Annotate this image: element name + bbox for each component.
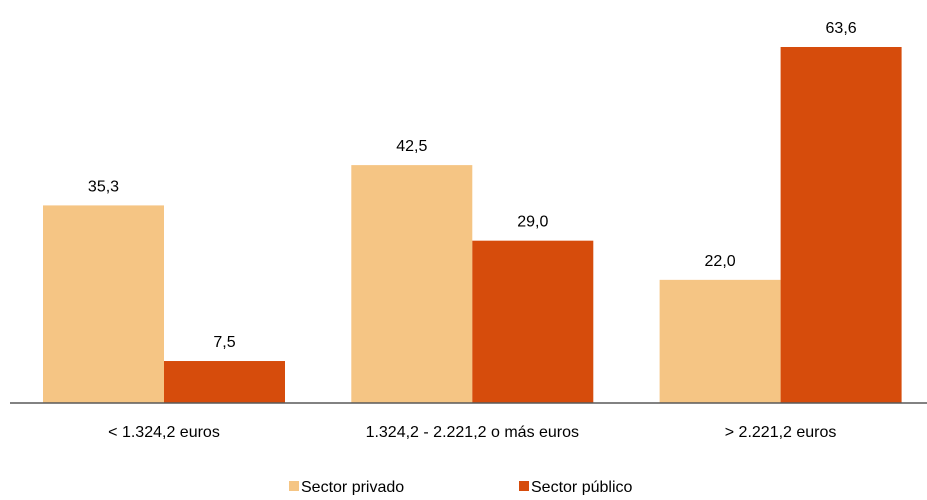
x-tick-label: > 2.221,2 euros	[725, 424, 837, 441]
x-tick-label: < 1.324,2 euros	[108, 424, 220, 441]
legend-item-sector-privado: Sector privado	[289, 479, 404, 496]
legend-label: Sector público	[531, 479, 632, 495]
data-label: 63,6	[826, 20, 857, 37]
bar-sector-publico-2	[780, 47, 902, 403]
legend-item-sector-publico: Sector público	[519, 479, 632, 496]
bar-sector-privado-2	[659, 279, 781, 403]
data-label: 42,5	[396, 138, 427, 155]
legend: Sector privado Sector público	[289, 479, 632, 496]
data-label: 7,5	[213, 334, 235, 351]
bar-sector-publico-0	[164, 361, 285, 403]
bars-layer	[43, 47, 902, 403]
data-label: 22,0	[705, 253, 736, 270]
x-tick-label: 1.324,2 - 2.221,2 o más euros	[366, 424, 579, 441]
legend-swatch	[519, 481, 529, 491]
bar-sector-publico-1	[472, 240, 594, 403]
value-labels-layer: 35,3 7,5 42,5 29,0 22,0 63,6	[88, 20, 857, 351]
bar-sector-privado-1	[351, 165, 473, 403]
data-label: 29,0	[517, 214, 548, 231]
data-label: 35,3	[88, 178, 119, 195]
bar-sector-privado-0	[43, 205, 164, 403]
legend-swatch	[289, 481, 299, 491]
legend-label: Sector privado	[301, 479, 404, 495]
x-axis-tick-labels: < 1.324,2 euros 1.324,2 - 2.221,2 o más e…	[108, 424, 836, 441]
